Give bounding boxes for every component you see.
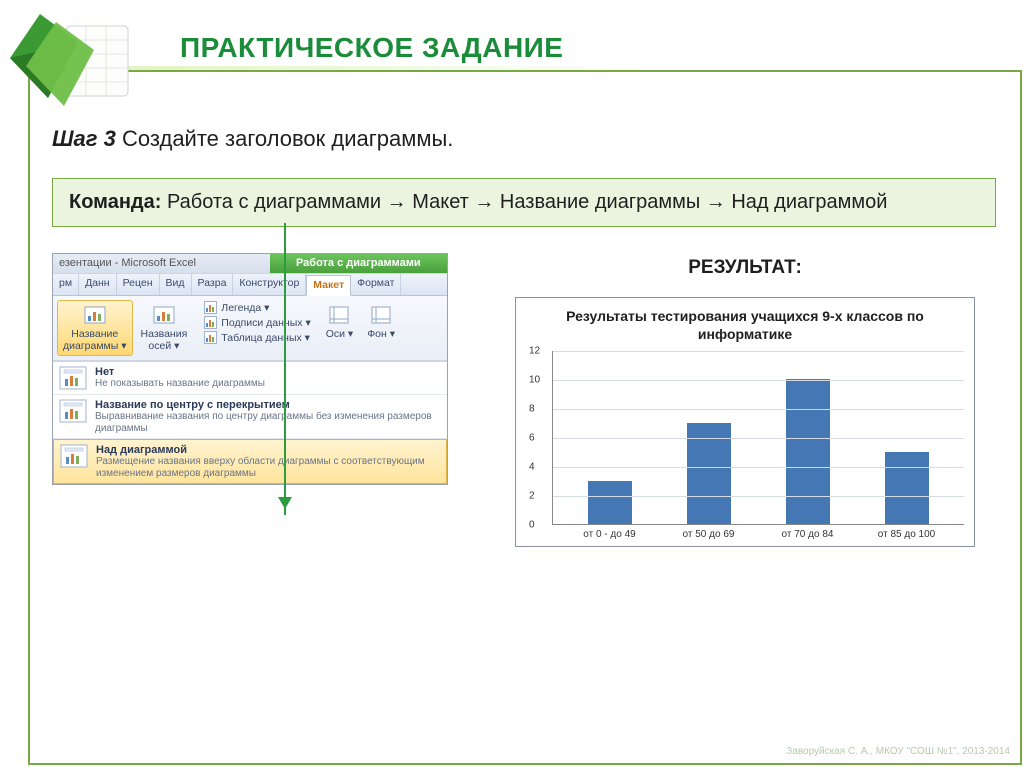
chart-xtick: от 85 до 100 [863, 529, 951, 540]
title-dropdown: НетНе показывать название диаграммыНазва… [53, 361, 447, 484]
ribbon-tab[interactable]: рм [53, 274, 79, 295]
ribbon-tab[interactable]: Разра [192, 274, 234, 295]
ribbon-small-button[interactable]: Подписи данных ▾ [201, 315, 313, 330]
dropdown-item[interactable]: НетНе показывать название диаграммы [53, 362, 447, 395]
ribbon-tab[interactable]: Рецен [117, 274, 160, 295]
chart-gridline [553, 467, 964, 468]
dropdown-item[interactable]: Название по центру с перекрытиемВыравнив… [53, 395, 447, 439]
ribbon-tabs: рмДаннРеценВидРазраКонструкторМакетФорма… [53, 274, 447, 296]
chart-gridline [553, 438, 964, 439]
chart-ytick: 2 [529, 491, 535, 502]
chart-xtick: от 50 до 69 [665, 529, 753, 540]
ribbon-screenshot: езентации - Microsoft Excel Работа с диа… [52, 253, 448, 485]
chart-bar [786, 379, 830, 524]
chart-ytick: 0 [529, 520, 535, 531]
result-label: РЕЗУЛЬТАТ: [688, 257, 802, 279]
ribbon-tab[interactable]: Конструктор [233, 274, 306, 295]
result-chart: Результаты тестирования учащихся 9-х кла… [515, 297, 975, 547]
chart-bar [588, 481, 632, 525]
ribbon-button[interactable]: Названияосей ▾ [135, 300, 194, 356]
ribbon-tab[interactable]: Формат [351, 274, 401, 295]
green-arrow [284, 223, 286, 515]
ribbon-tab[interactable]: Данн [79, 274, 117, 295]
ribbon-tab[interactable]: Макет [306, 275, 351, 296]
footer-credit: Заворуйская С. А., МКОУ "СОШ №1", 2013-2… [786, 746, 1010, 757]
step-text: Создайте заголовок диаграммы. [122, 126, 453, 151]
chart-ytick: 6 [529, 433, 535, 444]
chart-gridline [553, 351, 964, 352]
chart-bar [885, 452, 929, 525]
chart-ytick: 8 [529, 404, 535, 415]
window-title: езентации - Microsoft Excel [53, 254, 270, 273]
chart-xtick: от 0 - до 49 [566, 529, 654, 540]
page-title: ПРАКТИЧЕСКОЕ ЗАДАНИЕ [180, 32, 563, 64]
step-line: Шаг 3 Создайте заголовок диаграммы. [52, 126, 996, 152]
step-label: Шаг 3 [52, 126, 116, 151]
chart-plot-area: 024681012 [552, 351, 964, 525]
ribbon-button[interactable]: Фон ▾ [361, 300, 401, 356]
ribbon-button[interactable]: Оси ▾ [320, 300, 359, 356]
chart-gridline [553, 496, 964, 497]
excel-logo [0, 8, 134, 110]
ribbon-small-button[interactable]: Таблица данных ▾ [201, 330, 313, 345]
ribbon-titlebar: езентации - Microsoft Excel Работа с диа… [53, 254, 447, 274]
chart-xtick: от 70 до 84 [764, 529, 852, 540]
command-label: Команда: [69, 191, 161, 213]
chart-gridline [553, 380, 964, 381]
command-box: Команда: Работа с диаграммами → Макет → … [52, 178, 996, 227]
chart-ytick: 12 [529, 346, 540, 357]
ribbon-button[interactable]: Названиедиаграммы ▾ [57, 300, 133, 356]
chart-ytick: 4 [529, 462, 535, 473]
command-text: Работа с диаграммами → Макет → Название … [167, 191, 888, 213]
ribbon-small-button[interactable]: Легенда ▾ [201, 300, 313, 315]
chart-ytick: 10 [529, 375, 540, 386]
chart-gridline [553, 409, 964, 410]
context-title: Работа с диаграммами [270, 254, 447, 273]
ribbon-tab[interactable]: Вид [160, 274, 192, 295]
chart-xaxis: от 0 - до 49 от 50 до 69 от 70 до 84 от 85 … [552, 525, 964, 540]
ribbon-button-group: Названиедиаграммы ▾Названияосей ▾ Легенд… [53, 296, 447, 361]
chart-title: Результаты тестирования учащихся 9-х кла… [526, 308, 964, 343]
dropdown-item[interactable]: Над диаграммойРазмещение названия вверху… [53, 439, 447, 484]
